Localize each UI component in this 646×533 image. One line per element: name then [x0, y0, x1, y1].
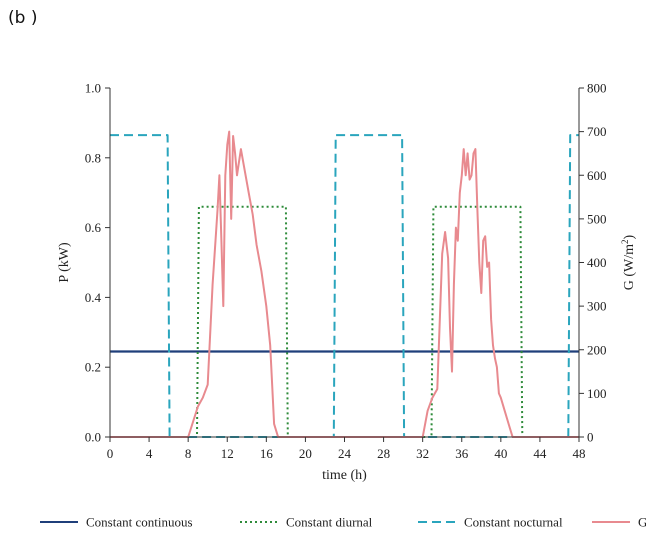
y-right-tick-label: 200 [587, 342, 607, 357]
x-tick-label: 44 [533, 446, 547, 461]
axes: 0 4 8 12 16 20 24 28 32 36 40 44 480.00.20.40.60.81.… [57, 81, 637, 484]
series-line-2 [110, 134, 579, 438]
y-axis-label: P (kW) [57, 242, 72, 283]
x-tick-label: 24 [338, 446, 352, 461]
x-tick-label: 36 [455, 446, 469, 461]
y-tick-label: 0.0 [85, 430, 101, 445]
y-right-tick-label: 100 [587, 386, 607, 401]
x-axis-label: time (h) [322, 468, 367, 483]
x-tick-label: 0 [107, 446, 114, 461]
legend-label-0: Constant continuous [86, 515, 193, 530]
legend-label-3: G [638, 515, 646, 530]
legend: Constant continuous Constant diurnal Const… [40, 515, 646, 530]
y-right-tick-label: 0 [587, 430, 594, 445]
x-tick-label: 28 [377, 446, 390, 461]
x-tick-label: 8 [185, 446, 192, 461]
series-line-1 [110, 205, 579, 438]
y-right-tick-label: 800 [587, 81, 607, 96]
x-tick-label: 20 [299, 446, 312, 461]
y-tick-label: 0.4 [85, 290, 102, 305]
y-right-tick-label: 500 [587, 211, 607, 226]
y-tick-label: 1.0 [85, 81, 101, 96]
y-tick-label: 0.2 [85, 360, 101, 375]
y-right-tick-label: 400 [587, 255, 607, 270]
y-right-tick-label: 300 [587, 299, 607, 314]
x-tick-label: 40 [494, 446, 507, 461]
legend-label-2: Constant nocturnal [464, 515, 563, 530]
x-tick-label: 32 [416, 446, 429, 461]
x-tick-label: 16 [260, 446, 274, 461]
panel-label: (b ) [8, 8, 38, 28]
plot-area [110, 130, 579, 438]
y-right-tick-label: 600 [587, 168, 607, 183]
y-right-tick-label: 700 [587, 124, 607, 139]
y-tick-label: 0.6 [85, 220, 102, 235]
x-tick-label: 48 [573, 446, 586, 461]
series-line-3 [110, 130, 579, 438]
y-tick-label: 0.8 [85, 150, 101, 165]
y-right-axis-label: G (W/m2) [620, 234, 637, 290]
x-tick-label: 4 [146, 446, 153, 461]
legend-label-1: Constant diurnal [286, 515, 373, 530]
x-tick-label: 12 [221, 446, 234, 461]
